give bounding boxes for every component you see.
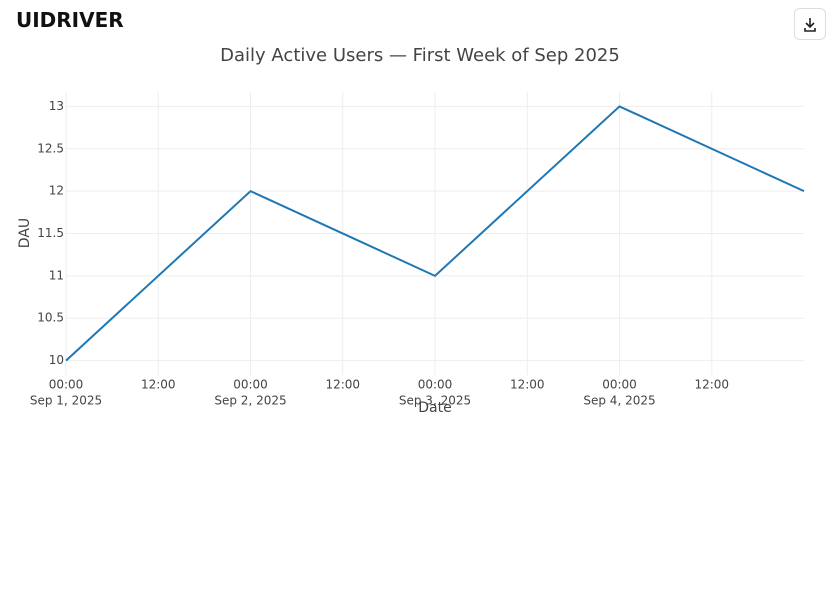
y-tick-label: 13 bbox=[49, 99, 64, 113]
chart-title: Daily Active Users — First Week of Sep 2… bbox=[220, 45, 620, 66]
x-tick-label: 00:00 bbox=[49, 378, 84, 392]
y-tick-label: 11.5 bbox=[37, 226, 64, 240]
chart: Daily Active Users — First Week of Sep 2… bbox=[17, 45, 805, 416]
data-line bbox=[65, 105, 805, 362]
y-tick-label: 12.5 bbox=[37, 141, 64, 155]
x-tick-label: 12:00 bbox=[325, 378, 360, 392]
download-icon bbox=[804, 18, 816, 32]
logo: UIDRIVER bbox=[16, 8, 124, 32]
x-tick-label: Sep 4, 2025 bbox=[583, 394, 655, 408]
y-tick-label: 10 bbox=[49, 353, 64, 367]
y-tick-label: 10.5 bbox=[37, 311, 64, 325]
x-tick-label: 12:00 bbox=[141, 378, 176, 392]
x-tick-label: 00:00 bbox=[602, 378, 637, 392]
download-button[interactable] bbox=[794, 8, 826, 40]
x-tick-label: Sep 1, 2025 bbox=[30, 394, 102, 408]
x-tick-label: Sep 3, 2025 bbox=[399, 394, 471, 408]
x-axis-title: Date bbox=[418, 400, 451, 416]
x-tick-label: 12:00 bbox=[510, 378, 545, 392]
x-tick-label: 12:00 bbox=[694, 378, 729, 392]
x-tick-label: 00:00 bbox=[233, 378, 268, 392]
x-tick-label: Sep 2, 2025 bbox=[214, 394, 286, 408]
x-tick-label: 00:00 bbox=[418, 378, 453, 392]
y-tick-label: 11 bbox=[49, 268, 64, 282]
y-tick-label: 12 bbox=[49, 184, 64, 198]
y-axis-title: DAU bbox=[17, 218, 33, 248]
